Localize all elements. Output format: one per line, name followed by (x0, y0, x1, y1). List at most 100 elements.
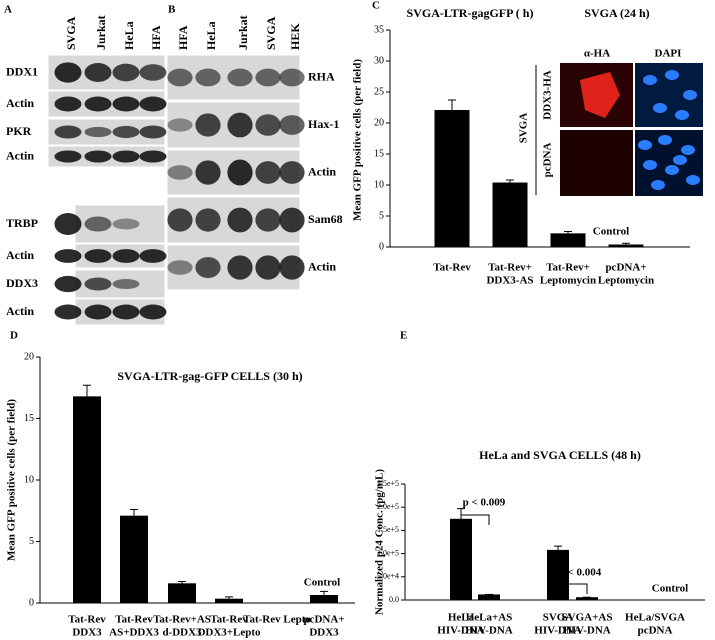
blot-band (112, 218, 140, 230)
y-tick-label: 1.5e+5 (377, 525, 399, 534)
nucleus (658, 135, 672, 145)
y-tick-label: 35 (374, 24, 384, 35)
row-label: Actin (308, 164, 336, 178)
x-tick-label: AS+DDX3 (109, 627, 159, 639)
x-tick-label: Tat-Rev (433, 262, 471, 274)
annotation: Control (593, 226, 629, 238)
nucleus (643, 160, 657, 170)
x-tick-label: pcDNA+ (605, 262, 646, 274)
error-bar (225, 596, 233, 599)
inset-column: DAPI (655, 48, 682, 60)
inset-row: DDX3-HA (542, 70, 554, 120)
bar (547, 549, 569, 600)
lane-label: HFA (149, 25, 163, 50)
panel-label: C (372, 0, 380, 12)
bar (168, 583, 196, 603)
blot-band (84, 304, 112, 320)
nucleus (686, 175, 700, 185)
blot-band (54, 150, 82, 163)
error-bar (622, 242, 630, 245)
blot-band (227, 207, 253, 233)
lane-label: HFA (176, 25, 190, 50)
y-tick-label: 25 (374, 86, 384, 97)
y-axis-label: Mean GFP positive cells (per field) (6, 399, 18, 561)
row-label: TRBP (6, 216, 38, 230)
x-tick-label: Tat-Rev (115, 614, 153, 626)
significance-bracket (460, 514, 490, 525)
y-axis-label: Mean GFP positive cells (per field) (352, 59, 364, 221)
blot-band (112, 125, 140, 139)
x-tick-label: DDX3+Lepto (197, 627, 261, 639)
blot-band (84, 150, 112, 163)
bar (450, 518, 472, 600)
blot-band (167, 68, 193, 87)
bar (478, 594, 500, 600)
blot-band (279, 115, 305, 135)
y-axis-label: Normalized p24 Conc. (pg/mL) (374, 469, 386, 615)
blot-band (279, 255, 305, 280)
blot-band (112, 150, 140, 163)
y-tick-label: 1.0e+5 (377, 548, 399, 557)
blot-band (139, 249, 167, 263)
x-tick-label: Tat-Rev+ (488, 262, 532, 274)
blot-band (84, 126, 112, 138)
y-tick-label: 0.0 (389, 595, 399, 604)
blot-band (54, 275, 82, 293)
blot-band (227, 68, 253, 87)
nucleus (653, 103, 667, 113)
inset-group: SVGA (518, 113, 530, 144)
y-tick-label: 5 (29, 536, 34, 547)
blot-band (227, 255, 253, 280)
blot-band (54, 249, 82, 263)
lane-label: HEK (288, 23, 302, 50)
y-tick-label: 10 (374, 179, 384, 190)
lane-label: SVGA (64, 16, 78, 50)
blot-band (139, 96, 167, 112)
nucleus (638, 140, 652, 150)
blot-band (112, 249, 140, 263)
row-label: DDX3 (6, 276, 38, 290)
y-tick-label: 20 (24, 351, 34, 362)
inset-row: pcDNA (542, 143, 554, 178)
blot-band (54, 96, 82, 112)
error-bar (130, 509, 138, 516)
row-label: DDX1 (6, 64, 38, 78)
x-tick-label: HIV-DNA (465, 625, 513, 637)
nucleus (683, 90, 697, 100)
blot-band (167, 208, 193, 232)
blot-band (195, 256, 221, 279)
blot-band (54, 304, 82, 320)
blot-band (167, 165, 193, 180)
row-label: Actin (6, 96, 34, 110)
x-tick-label: SVGA+AS (562, 612, 613, 624)
blot-band (279, 68, 305, 87)
blot-band (54, 62, 82, 83)
blot-band (84, 96, 112, 112)
x-tick-label: pcDNA+ (303, 614, 344, 626)
y-tick-label: 15 (374, 148, 384, 159)
chart-title: SVGA-LTR-gagGFP ( h) (407, 6, 534, 20)
blot-band (255, 68, 281, 87)
inset-column: α-HA (584, 48, 610, 60)
blot-band (167, 118, 193, 132)
blot-band (112, 304, 140, 320)
row-label: Actin (6, 304, 34, 318)
blot-band (84, 63, 112, 82)
blot-band (255, 161, 281, 184)
x-tick-label: pcDNA (638, 625, 673, 637)
panel-label: B (168, 4, 176, 16)
x-tick-label: DDX3 (72, 627, 102, 639)
x-tick-label: Tat-Rev (210, 614, 248, 626)
bar (73, 396, 101, 603)
x-tick-label: HIV-DNA (437, 625, 485, 637)
bar (215, 598, 243, 603)
error-bar (320, 590, 328, 596)
nucleus (665, 165, 679, 175)
x-tick-label: DDX3-AS (486, 275, 533, 287)
blot-band (195, 208, 221, 232)
x-tick-label: HeLa/SVGA (625, 612, 685, 624)
blot-band (167, 260, 193, 275)
blot-band (139, 304, 167, 320)
x-tick-label: HIV-DNA (534, 625, 582, 637)
row-label: Hax-1 (308, 117, 339, 131)
